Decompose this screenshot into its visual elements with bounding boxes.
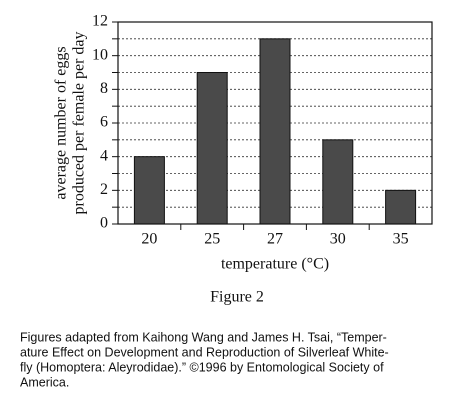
x-axis-label: temperature (°C) (221, 256, 329, 273)
y-axis-label: average number of eggs (53, 46, 70, 199)
y-tick-label: 6 (100, 114, 108, 131)
y-tick-label: 4 (100, 147, 108, 164)
y-tick-label: 8 (100, 80, 108, 97)
x-tick-label: 25 (204, 231, 220, 248)
y-tick-label: 10 (92, 46, 108, 63)
footnote-line: fly (Homoptera: Aleyrodidae).” ©1996 by … (20, 360, 384, 374)
bar (322, 139, 354, 225)
bar (133, 156, 165, 225)
bar (385, 189, 417, 225)
footnote-line: Figures adapted from Kaihong Wang and Ja… (20, 330, 387, 344)
y-axis-label: produced per female per day (71, 31, 88, 214)
caption: Figure 2 (210, 289, 264, 306)
x-tick-label: 35 (393, 231, 409, 248)
y-tick-label: 12 (92, 13, 108, 30)
plot-frame (117, 21, 433, 225)
x-tick-label: 30 (330, 231, 346, 248)
x-tick-label: 27 (267, 231, 283, 248)
footnote-line: ature Effect on Development and Reproduc… (20, 345, 389, 359)
footnote-line: America. (20, 375, 69, 389)
y-tick-label: 2 (100, 181, 108, 198)
x-tick-label: 20 (141, 231, 157, 248)
y-tick-label: 0 (100, 215, 108, 232)
bar (259, 38, 291, 225)
bar (196, 72, 228, 225)
